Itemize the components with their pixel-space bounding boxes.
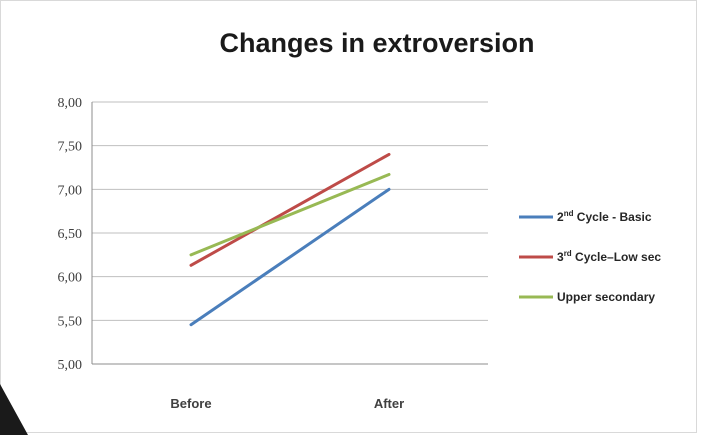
series-line-1	[189, 187, 391, 327]
y-tick-label: 7,50	[58, 140, 83, 155]
chart-title: Changes in extroversion	[219, 28, 534, 58]
x-tick-label: After	[374, 396, 404, 411]
legend-entry: 2nd Cycle - Basic	[557, 209, 652, 224]
gridlines	[91, 101, 488, 365]
legend-entry: 3rd Cycle–Low sec	[557, 249, 661, 264]
series-line-3	[189, 172, 391, 257]
y-tick-label: 7,00	[58, 183, 83, 198]
x-axis-tick-labels: Before After	[170, 396, 404, 411]
y-axis-tick-labels: 5,00 5,50 6,00 6,50 7,00 7,50 8,00	[58, 96, 83, 373]
y-tick-label: 5,00	[58, 358, 83, 373]
legend: 2nd Cycle - Basic 3rd Cycle–Low sec Upper …	[519, 209, 661, 304]
series-lines	[189, 152, 391, 327]
y-tick-label: 6,00	[58, 271, 83, 286]
y-tick-label: 6,50	[58, 227, 83, 242]
corner-shape	[0, 384, 28, 435]
y-tick-label: 8,00	[58, 96, 83, 111]
x-tick-label: Before	[170, 396, 211, 411]
y-tick-label: 5,50	[58, 314, 83, 329]
series-line-2	[189, 152, 391, 267]
legend-entry: Upper secondary	[557, 290, 655, 304]
